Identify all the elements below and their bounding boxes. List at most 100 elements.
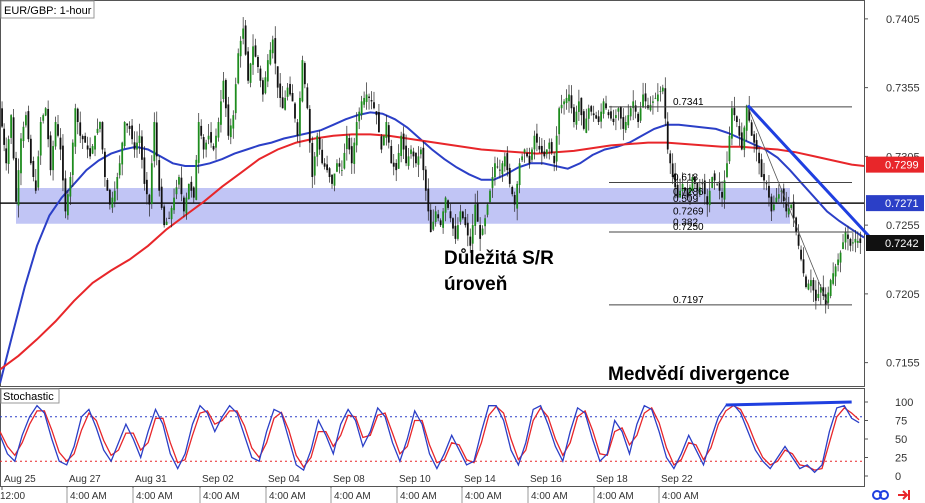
time-label: 4:00 AM	[203, 491, 240, 502]
candle-body	[10, 115, 13, 138]
candle-body	[141, 136, 143, 160]
candle-body	[382, 135, 385, 146]
candle-body	[528, 155, 531, 164]
candle-body	[597, 116, 600, 122]
divergence-line	[725, 400, 852, 407]
candle-body	[407, 156, 410, 166]
candle-body	[390, 145, 393, 164]
fib-level-label: 0.7341	[673, 97, 704, 108]
candle-body	[252, 46, 254, 65]
candle-body	[392, 162, 395, 167]
fib-level-label: 0.7250	[673, 222, 704, 233]
candle-body	[442, 211, 445, 228]
price-tick-label: 0.7355	[886, 83, 920, 95]
candle-body	[533, 135, 536, 150]
candle-body	[131, 125, 133, 140]
candle-body	[723, 180, 726, 200]
price-badge	[866, 235, 924, 251]
candle-body	[619, 106, 622, 119]
candle-body	[627, 115, 630, 126]
candle-body	[694, 176, 696, 184]
candle-body	[563, 101, 565, 105]
candle-body	[22, 126, 25, 142]
candle-body	[96, 128, 99, 134]
candle-body	[138, 135, 141, 143]
date-label: Sep 14	[464, 474, 496, 485]
candle-body	[536, 133, 538, 143]
candle-body	[104, 151, 106, 177]
candle-body	[34, 180, 37, 191]
candle-body	[232, 115, 235, 129]
candle-body	[71, 142, 74, 176]
candle-body	[560, 104, 563, 109]
candle-body	[136, 142, 138, 150]
candle-body	[718, 181, 721, 191]
candle-body	[624, 122, 627, 131]
candle-body	[447, 200, 449, 208]
candle-body	[244, 25, 247, 55]
candle-body	[222, 80, 225, 99]
candle-body	[570, 95, 573, 109]
candle-body	[748, 107, 751, 121]
candle-body	[568, 94, 570, 102]
candle-body	[380, 136, 383, 150]
candle-body	[691, 177, 694, 191]
candle-body	[738, 126, 741, 136]
candle-body	[340, 170, 343, 171]
candle-body	[155, 122, 158, 157]
price-badge	[866, 156, 924, 173]
candle-body	[713, 173, 716, 181]
candle-body	[676, 184, 679, 198]
candle-body	[622, 117, 625, 129]
candle-body	[284, 97, 287, 110]
candle-body	[148, 194, 151, 205]
candle-body	[333, 173, 336, 186]
candle-body	[634, 105, 637, 112]
stochastic-tick-label: 25	[895, 453, 907, 465]
candle-body	[57, 124, 59, 136]
candle-body	[839, 252, 842, 263]
candle-body	[498, 169, 501, 171]
candle-body	[444, 197, 447, 213]
candle-body	[659, 91, 662, 92]
link-icon[interactable]	[872, 490, 889, 500]
scroll-to-end-icon[interactable]	[898, 490, 910, 500]
candle-body	[573, 107, 575, 122]
candle-body	[476, 202, 479, 222]
candle-body	[279, 83, 282, 98]
candle-body	[301, 60, 304, 102]
candle-body	[348, 137, 351, 150]
fib-level-label: 0.7269	[673, 206, 704, 217]
candle-body	[454, 225, 457, 239]
candle-body	[610, 111, 612, 119]
candle-body	[286, 87, 289, 97]
candle-body	[215, 135, 217, 148]
candle-body	[553, 155, 556, 164]
candle-body	[503, 156, 506, 167]
fib-level-label: 0.509	[673, 194, 698, 205]
candle-body	[521, 156, 524, 161]
candle-body	[726, 163, 728, 177]
candle-body	[629, 108, 632, 117]
fib-connector	[747, 106, 829, 306]
candle-body	[326, 164, 328, 171]
candle-body	[829, 280, 832, 296]
candle-body	[540, 145, 543, 153]
sr-zone	[16, 188, 790, 224]
fib-level-label: 0.7197	[673, 295, 704, 306]
candle-body	[469, 236, 472, 246]
candle-body	[86, 145, 89, 150]
time-label: 4:00 AM	[400, 491, 437, 502]
candle-body	[3, 128, 6, 145]
time-label: 4:00 AM	[269, 491, 306, 502]
candle-body	[501, 163, 504, 175]
date-label: Sep 08	[333, 474, 365, 485]
candle-body	[669, 153, 672, 164]
candle-body	[175, 187, 178, 195]
time-label: 4:00 AM	[531, 491, 568, 502]
candle-body	[168, 217, 170, 219]
candle-body	[64, 178, 67, 212]
candle-body	[17, 170, 20, 206]
candle-body	[437, 214, 440, 219]
candle-body	[750, 122, 753, 136]
